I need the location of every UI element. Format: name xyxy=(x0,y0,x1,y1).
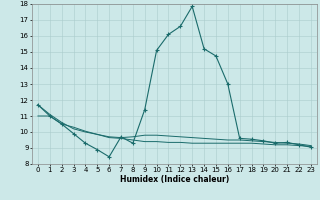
X-axis label: Humidex (Indice chaleur): Humidex (Indice chaleur) xyxy=(120,175,229,184)
